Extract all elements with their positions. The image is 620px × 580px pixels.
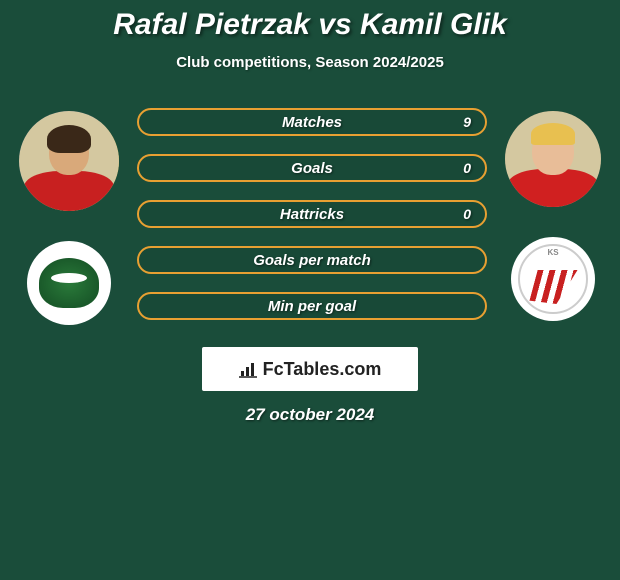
- player-right-column: KS: [505, 106, 601, 321]
- stat-label: Min per goal: [268, 298, 356, 315]
- player-left-club-badge: [27, 241, 111, 325]
- brand-text: FcTables.com: [263, 359, 382, 380]
- stat-row-hattricks: Hattricks 0: [137, 200, 487, 228]
- infographic-root: Rafal Pietrzak vs Kamil Glik Club compet…: [0, 0, 620, 580]
- player-left-avatar: [19, 111, 119, 211]
- player-right-avatar: [505, 111, 601, 207]
- subtitle: Club competitions, Season 2024/2025: [0, 54, 620, 71]
- stat-label: Goals: [291, 160, 333, 177]
- date-label: 27 october 2024: [0, 405, 620, 425]
- stat-label: Goals per match: [253, 252, 371, 269]
- stat-value-right: 0: [463, 160, 471, 176]
- stat-value-right: 0: [463, 206, 471, 222]
- bar-chart-icon: [239, 360, 259, 378]
- stat-row-goals: Goals 0: [137, 154, 487, 182]
- main-row: Matches 9 Goals 0 Hattricks 0 Goals per …: [0, 106, 620, 325]
- stat-row-goals-per-match: Goals per match: [137, 246, 487, 274]
- brand-box: FcTables.com: [202, 347, 418, 391]
- stats-column: Matches 9 Goals 0 Hattricks 0 Goals per …: [137, 106, 487, 320]
- stat-row-matches: Matches 9: [137, 108, 487, 136]
- player-left-column: [19, 106, 119, 325]
- stat-label: Hattricks: [280, 206, 344, 223]
- player-right-club-badge: KS: [511, 237, 595, 321]
- stat-row-min-per-goal: Min per goal: [137, 292, 487, 320]
- stat-label: Matches: [282, 114, 342, 131]
- stat-value-right: 9: [463, 114, 471, 130]
- page-title: Rafal Pietrzak vs Kamil Glik: [0, 8, 620, 42]
